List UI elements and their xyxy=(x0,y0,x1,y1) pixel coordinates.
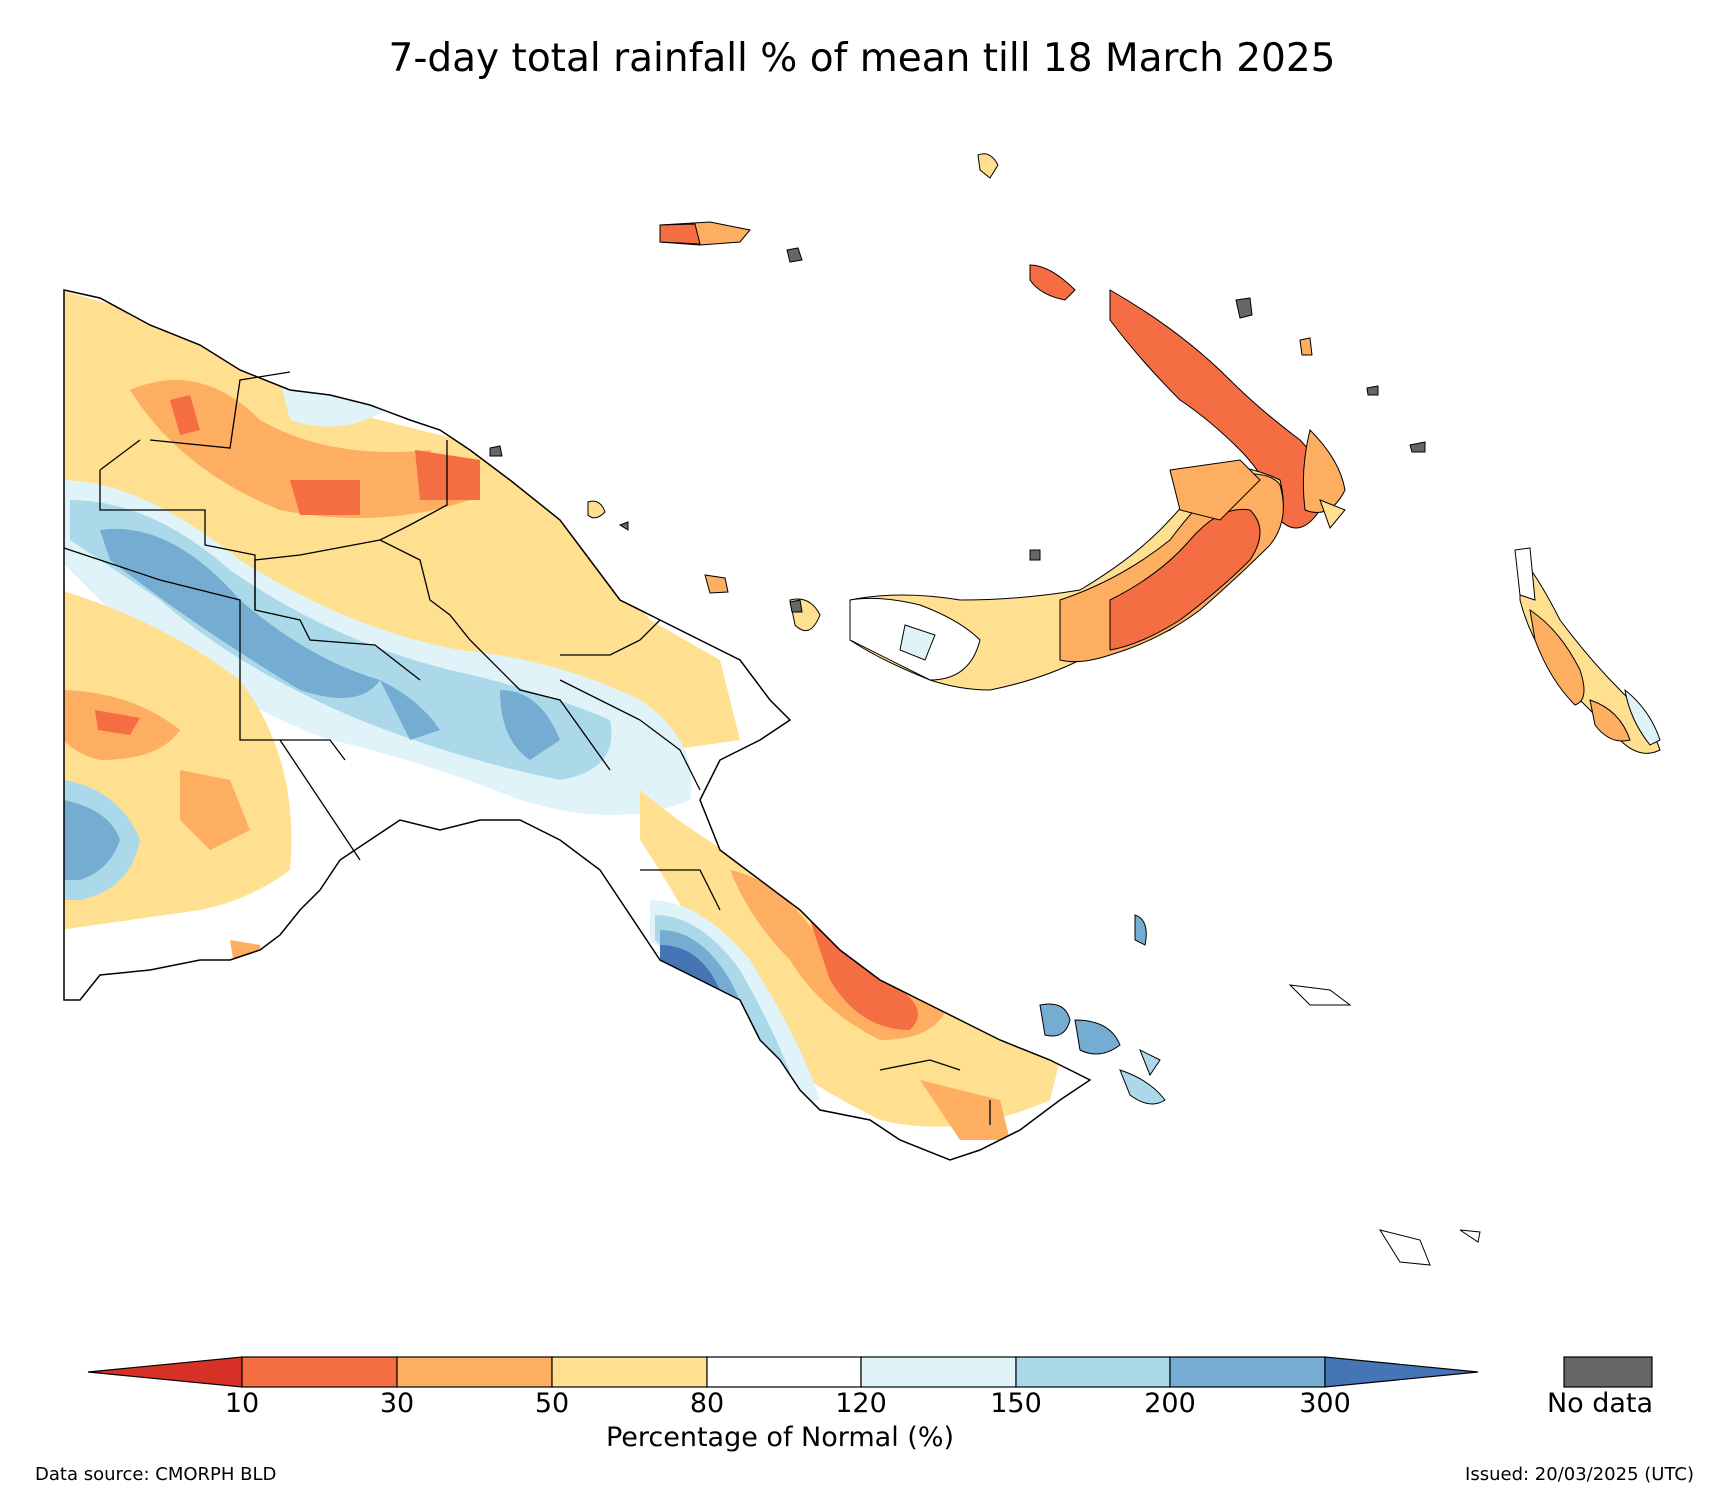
map-title: 7-day total rainfall % of mean till 18 M… xyxy=(388,36,1336,81)
colorbar xyxy=(87,1356,1653,1388)
colorbar-tick-200: 200 xyxy=(1144,1388,1196,1419)
mainland-new-guinea xyxy=(64,290,1090,1160)
islands xyxy=(489,153,1661,1266)
colorbar-low-extend xyxy=(87,1356,243,1388)
rossel-island xyxy=(1378,1229,1431,1266)
colorbar-bin-30-50 xyxy=(396,1356,553,1388)
colorbar-bin-120-150 xyxy=(860,1356,1017,1388)
new-hanover xyxy=(1029,264,1076,301)
mainland-outline xyxy=(63,289,1092,1161)
normanby-island xyxy=(1119,1069,1166,1105)
trobriand-island xyxy=(1134,914,1147,946)
colorbar-tick-10: 10 xyxy=(224,1388,260,1419)
data-source: Data source: CMORPH BLD xyxy=(35,1464,277,1485)
colorbar-tick-150: 150 xyxy=(990,1388,1042,1419)
nodata-island-5 xyxy=(1029,549,1041,561)
colorbar-bin-50-80 xyxy=(551,1356,708,1388)
goodenough-island xyxy=(1039,1003,1071,1037)
colorbar-bin-80-120 xyxy=(706,1356,862,1388)
colorbar-tick-300: 300 xyxy=(1299,1388,1351,1419)
woodlark-island xyxy=(1288,984,1352,1006)
colorbar-tick-80: 80 xyxy=(689,1388,725,1419)
long-island xyxy=(704,574,729,594)
colorbar-bin-10-30 xyxy=(241,1356,398,1388)
colorbar-bin-150-200 xyxy=(1015,1356,1171,1388)
nodata-island-6 xyxy=(789,599,803,613)
province-boundaries xyxy=(63,371,991,1125)
colorbar-tick-120: 120 xyxy=(835,1388,887,1419)
feni-island xyxy=(1299,337,1313,356)
nodata-island-2 xyxy=(1235,297,1253,319)
colorbar-tick-50: 50 xyxy=(534,1388,570,1419)
fergusson-island xyxy=(1074,1019,1121,1055)
karkar-island xyxy=(587,500,606,519)
new-ireland xyxy=(1109,289,1323,529)
colorbar-high-extend xyxy=(1324,1356,1479,1388)
nodata-island-4 xyxy=(489,445,503,457)
nodata-label: No data xyxy=(1546,1388,1654,1419)
nodata-island-3 xyxy=(1409,441,1426,453)
nodata-swatch xyxy=(1563,1356,1653,1388)
colorbar-bin-200-300 xyxy=(1169,1356,1326,1388)
colorbar-label: Percentage of Normal (%) xyxy=(605,1422,955,1453)
colorbar-tick-30: 30 xyxy=(379,1388,415,1419)
nodata-island-1 xyxy=(786,247,803,263)
mussau-island xyxy=(977,153,999,179)
issued-date: Issued: 20/03/2025 (UTC) xyxy=(1465,1464,1694,1485)
